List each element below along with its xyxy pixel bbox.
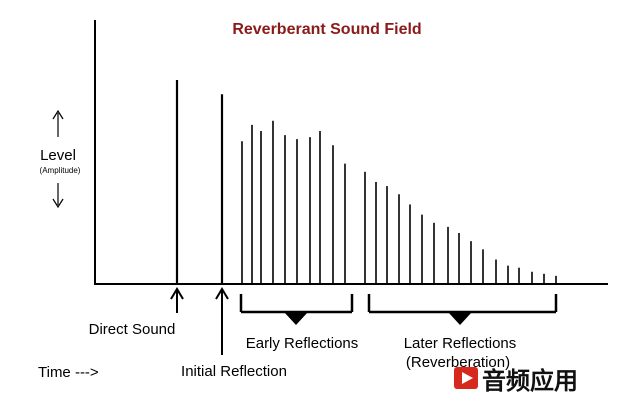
y-axis-label: Level [40, 147, 76, 164]
impulse-bars [175, 80, 557, 284]
play-icon [462, 372, 473, 384]
y-axis-down-arrow [52, 183, 64, 209]
initial-reflection-arrow [215, 287, 229, 355]
initial-reflection-label: Initial Reflection [181, 363, 287, 380]
y-axis-sublabel: (Amplitude) [40, 166, 81, 175]
direct-sound-label: Direct Sound [89, 321, 176, 338]
y-axis-up-arrow [52, 109, 64, 137]
watermark-text: 音频应用 [482, 367, 578, 395]
watermark: 音频应用 [454, 367, 578, 395]
later-reflections-bracket [367, 294, 558, 325]
early-reflections-bracket [239, 294, 354, 325]
later-reflections-label: Later Reflections [404, 335, 517, 352]
chart-title: Reverberant Sound Field [232, 21, 421, 38]
x-axis-label: Time ---> [38, 364, 99, 381]
reverberation-label: (Reverberation) [406, 354, 510, 371]
early-reflections-label: Early Reflections [246, 335, 359, 352]
direct-sound-arrow [170, 287, 184, 313]
